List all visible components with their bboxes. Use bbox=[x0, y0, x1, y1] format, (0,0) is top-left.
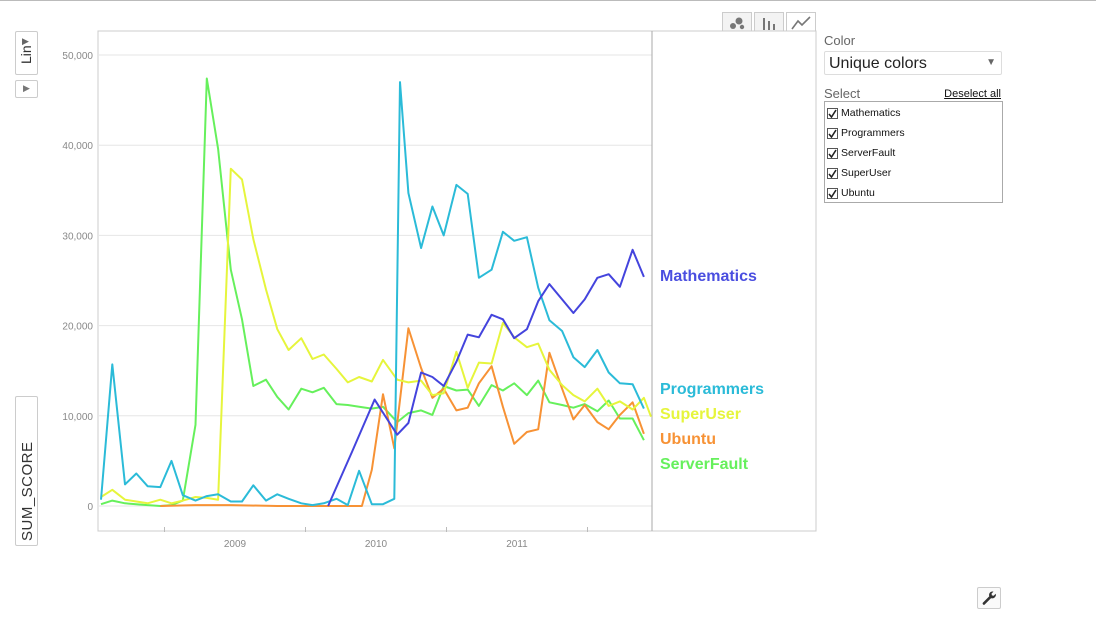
checkbox-label: SuperUser bbox=[841, 167, 892, 179]
series-end-label: ServerFault bbox=[660, 456, 749, 473]
y-tick-label: 0 bbox=[87, 502, 93, 513]
side-panel: Color Unique colors ▼ Select Deselect al… bbox=[824, 33, 1003, 203]
deselect-all-link[interactable]: Deselect all bbox=[944, 88, 1001, 100]
wrench-icon bbox=[982, 591, 996, 605]
series-line-programmers[interactable] bbox=[100, 81, 645, 507]
view-tabs bbox=[722, 12, 818, 33]
color-label: Color bbox=[824, 33, 856, 48]
series-end-label: Mathematics bbox=[660, 268, 757, 285]
checkmark-icon bbox=[828, 149, 837, 158]
series-end-label: Ubuntu bbox=[660, 431, 716, 448]
checkmark-icon bbox=[828, 129, 837, 138]
y-tick-label: 10,000 bbox=[62, 412, 93, 423]
y-tick-label: 40,000 bbox=[62, 141, 93, 152]
settings-button[interactable] bbox=[977, 587, 1001, 609]
checkbox[interactable] bbox=[827, 167, 838, 179]
checkmark-icon bbox=[828, 109, 837, 118]
triangle-right-icon: ▶ bbox=[23, 83, 30, 93]
y-tick-label: 50,000 bbox=[62, 51, 93, 62]
bar-chart-icon bbox=[763, 17, 775, 30]
checkmark-icon bbox=[828, 189, 837, 198]
line-chart-icon bbox=[791, 16, 811, 30]
plot-area bbox=[97, 30, 817, 532]
series-checkbox-item[interactable]: SuperUser bbox=[827, 163, 1000, 183]
checkbox[interactable] bbox=[827, 187, 838, 199]
select-header: Select Deselect all bbox=[824, 85, 1002, 101]
checkmark-icon bbox=[828, 169, 837, 178]
checkbox-label: Programmers bbox=[841, 127, 905, 139]
series-line-mathematics[interactable] bbox=[327, 248, 645, 507]
checkbox-label: Ubuntu bbox=[841, 187, 875, 199]
top-divider bbox=[0, 0, 1096, 1]
y-tick-label: 20,000 bbox=[62, 322, 93, 333]
y-scale-caret-icon: ▶ bbox=[22, 36, 29, 46]
series-checklist: Mathematics Programmers ServerFault SuperUs… bbox=[824, 101, 1003, 203]
checkbox-label: ServerFault bbox=[841, 147, 896, 159]
y-tick-label: 30,000 bbox=[62, 231, 93, 242]
chevron-down-icon: ▼ bbox=[986, 57, 996, 68]
checkbox[interactable] bbox=[827, 127, 838, 139]
series-checkbox-item[interactable]: Ubuntu bbox=[827, 183, 1000, 203]
color-select[interactable]: Unique colors ▼ bbox=[824, 51, 1002, 75]
tab-bubble-chart[interactable] bbox=[722, 12, 752, 32]
series-checkbox-item[interactable]: Programmers bbox=[827, 123, 1000, 143]
series-checkbox-item[interactable]: ServerFault bbox=[827, 143, 1000, 163]
y-scale-button[interactable]: ▶ Lin bbox=[15, 31, 38, 75]
checkbox-label: Mathematics bbox=[841, 107, 901, 119]
bubble-chart-icon bbox=[730, 17, 745, 29]
color-select-value: Unique colors bbox=[829, 55, 927, 72]
tab-line-chart[interactable] bbox=[786, 12, 816, 33]
y-axis-selector[interactable]: SUM_SCORE bbox=[15, 396, 38, 546]
series-checkbox-item[interactable]: Mathematics bbox=[827, 103, 1000, 123]
x-tick-label: 2010 bbox=[365, 539, 388, 550]
tab-bar-chart[interactable] bbox=[754, 12, 784, 32]
x-tick-label: 2011 bbox=[506, 539, 528, 550]
x-tick-label: 2009 bbox=[224, 539, 247, 550]
select-label: Select bbox=[824, 86, 861, 101]
checkbox[interactable] bbox=[827, 147, 838, 159]
checkbox[interactable] bbox=[827, 107, 838, 119]
series-line-superuser[interactable] bbox=[100, 167, 652, 505]
series-end-label: SuperUser bbox=[660, 406, 741, 423]
y-menu-button[interactable]: ▶ bbox=[15, 80, 38, 98]
series-end-label: Programmers bbox=[660, 381, 764, 398]
